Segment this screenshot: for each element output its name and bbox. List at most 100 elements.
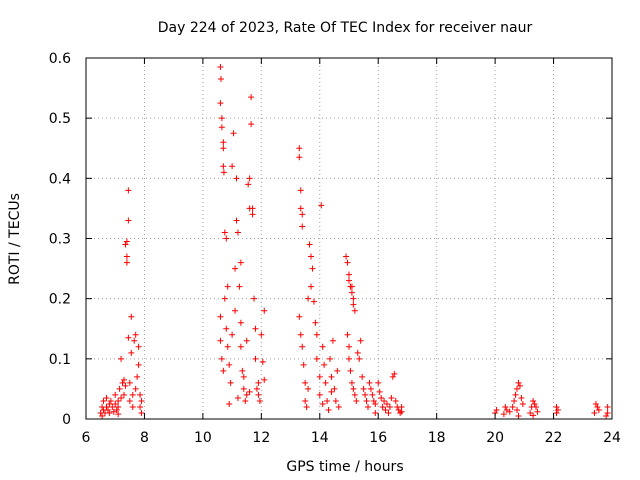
data-point	[103, 403, 110, 410]
data-point	[220, 163, 227, 170]
data-point	[366, 379, 373, 386]
data-point	[319, 400, 326, 407]
data-point	[316, 373, 323, 380]
data-point	[118, 394, 125, 401]
data-point	[348, 289, 355, 296]
data-point	[249, 211, 256, 218]
y-tick-label: 0.3	[49, 232, 71, 248]
data-point	[296, 154, 303, 161]
data-point	[220, 139, 227, 146]
x-tick-label: 24	[603, 430, 621, 446]
data-point	[335, 403, 342, 410]
data-point	[356, 355, 363, 362]
data-point	[113, 406, 120, 413]
data-point	[351, 307, 358, 314]
data-point	[138, 397, 145, 404]
data-point	[325, 406, 332, 413]
data-point	[306, 241, 313, 248]
data-point	[224, 343, 231, 350]
data-point	[115, 403, 122, 410]
chart-title: Day 224 of 2023, Rate Of TEC Index for r…	[158, 20, 533, 36]
data-point	[364, 403, 371, 410]
data-point	[346, 271, 352, 278]
data-point	[592, 400, 599, 407]
axis-ticks: 6 8 10 12 14 16 18 20 22 24 0 0.1 0.2 0.3 0.4 0.5 0.6	[49, 51, 621, 446]
data-point	[312, 319, 319, 326]
data-point	[591, 409, 598, 416]
data-point	[318, 202, 325, 209]
data-point	[493, 406, 500, 413]
x-tick-label: 14	[311, 430, 329, 446]
data-point	[132, 385, 139, 392]
data-point	[344, 331, 351, 338]
data-point	[125, 334, 132, 341]
data-point	[242, 397, 249, 404]
data-point	[122, 241, 129, 248]
data-point	[328, 373, 335, 380]
x-tick-label: 22	[545, 430, 563, 446]
data-point	[594, 403, 601, 410]
data-point	[346, 277, 352, 284]
data-point	[515, 379, 522, 386]
data-point	[350, 385, 357, 392]
data-point	[297, 187, 304, 194]
data-point	[252, 325, 259, 332]
data-point	[126, 379, 133, 386]
data-point	[233, 175, 240, 182]
data-point	[369, 391, 376, 398]
data-point	[125, 217, 132, 224]
data-point	[223, 325, 230, 332]
x-tick-label: 10	[194, 430, 212, 446]
data-point	[530, 412, 537, 419]
data-point	[313, 331, 320, 338]
data-point	[334, 367, 341, 374]
data-point	[129, 391, 136, 398]
data-point	[226, 361, 233, 368]
data-point	[553, 409, 560, 416]
data-point	[138, 409, 145, 416]
data-point	[226, 400, 233, 407]
data-point	[299, 343, 306, 350]
data-point	[106, 409, 113, 416]
data-point	[321, 361, 328, 368]
data-point	[533, 403, 540, 410]
data-point	[305, 385, 312, 392]
x-axis-label: GPS time / hours	[286, 459, 403, 475]
data-point	[514, 406, 521, 413]
data-point	[217, 313, 224, 320]
data-point	[297, 331, 304, 338]
data-point	[534, 408, 541, 415]
data-point	[381, 397, 388, 404]
data-point	[220, 169, 227, 176]
data-point	[316, 391, 323, 398]
data-point	[112, 391, 119, 398]
data-point	[116, 385, 123, 392]
data-point	[348, 379, 355, 386]
data-point	[353, 397, 360, 404]
data-point	[261, 307, 268, 314]
data-point	[232, 307, 239, 314]
x-tick-label: 20	[486, 430, 504, 446]
data-point	[109, 403, 116, 410]
data-point	[120, 391, 127, 398]
data-point	[221, 229, 228, 236]
data-point	[357, 337, 364, 344]
data-point	[217, 337, 224, 344]
data-point	[234, 394, 241, 401]
data-point	[99, 412, 106, 419]
data-point	[237, 319, 244, 326]
data-point	[237, 259, 244, 266]
data-point	[119, 379, 126, 386]
data-point	[516, 382, 523, 389]
data-point	[221, 295, 228, 302]
data-point	[386, 403, 393, 410]
data-point	[514, 385, 521, 392]
x-tick-label: 16	[369, 430, 387, 446]
data-point	[258, 331, 265, 338]
data-point	[308, 283, 315, 290]
data-point	[248, 94, 255, 101]
data-point	[217, 64, 224, 71]
data-point	[252, 355, 259, 362]
data-point	[299, 211, 306, 218]
data-point	[104, 406, 111, 413]
